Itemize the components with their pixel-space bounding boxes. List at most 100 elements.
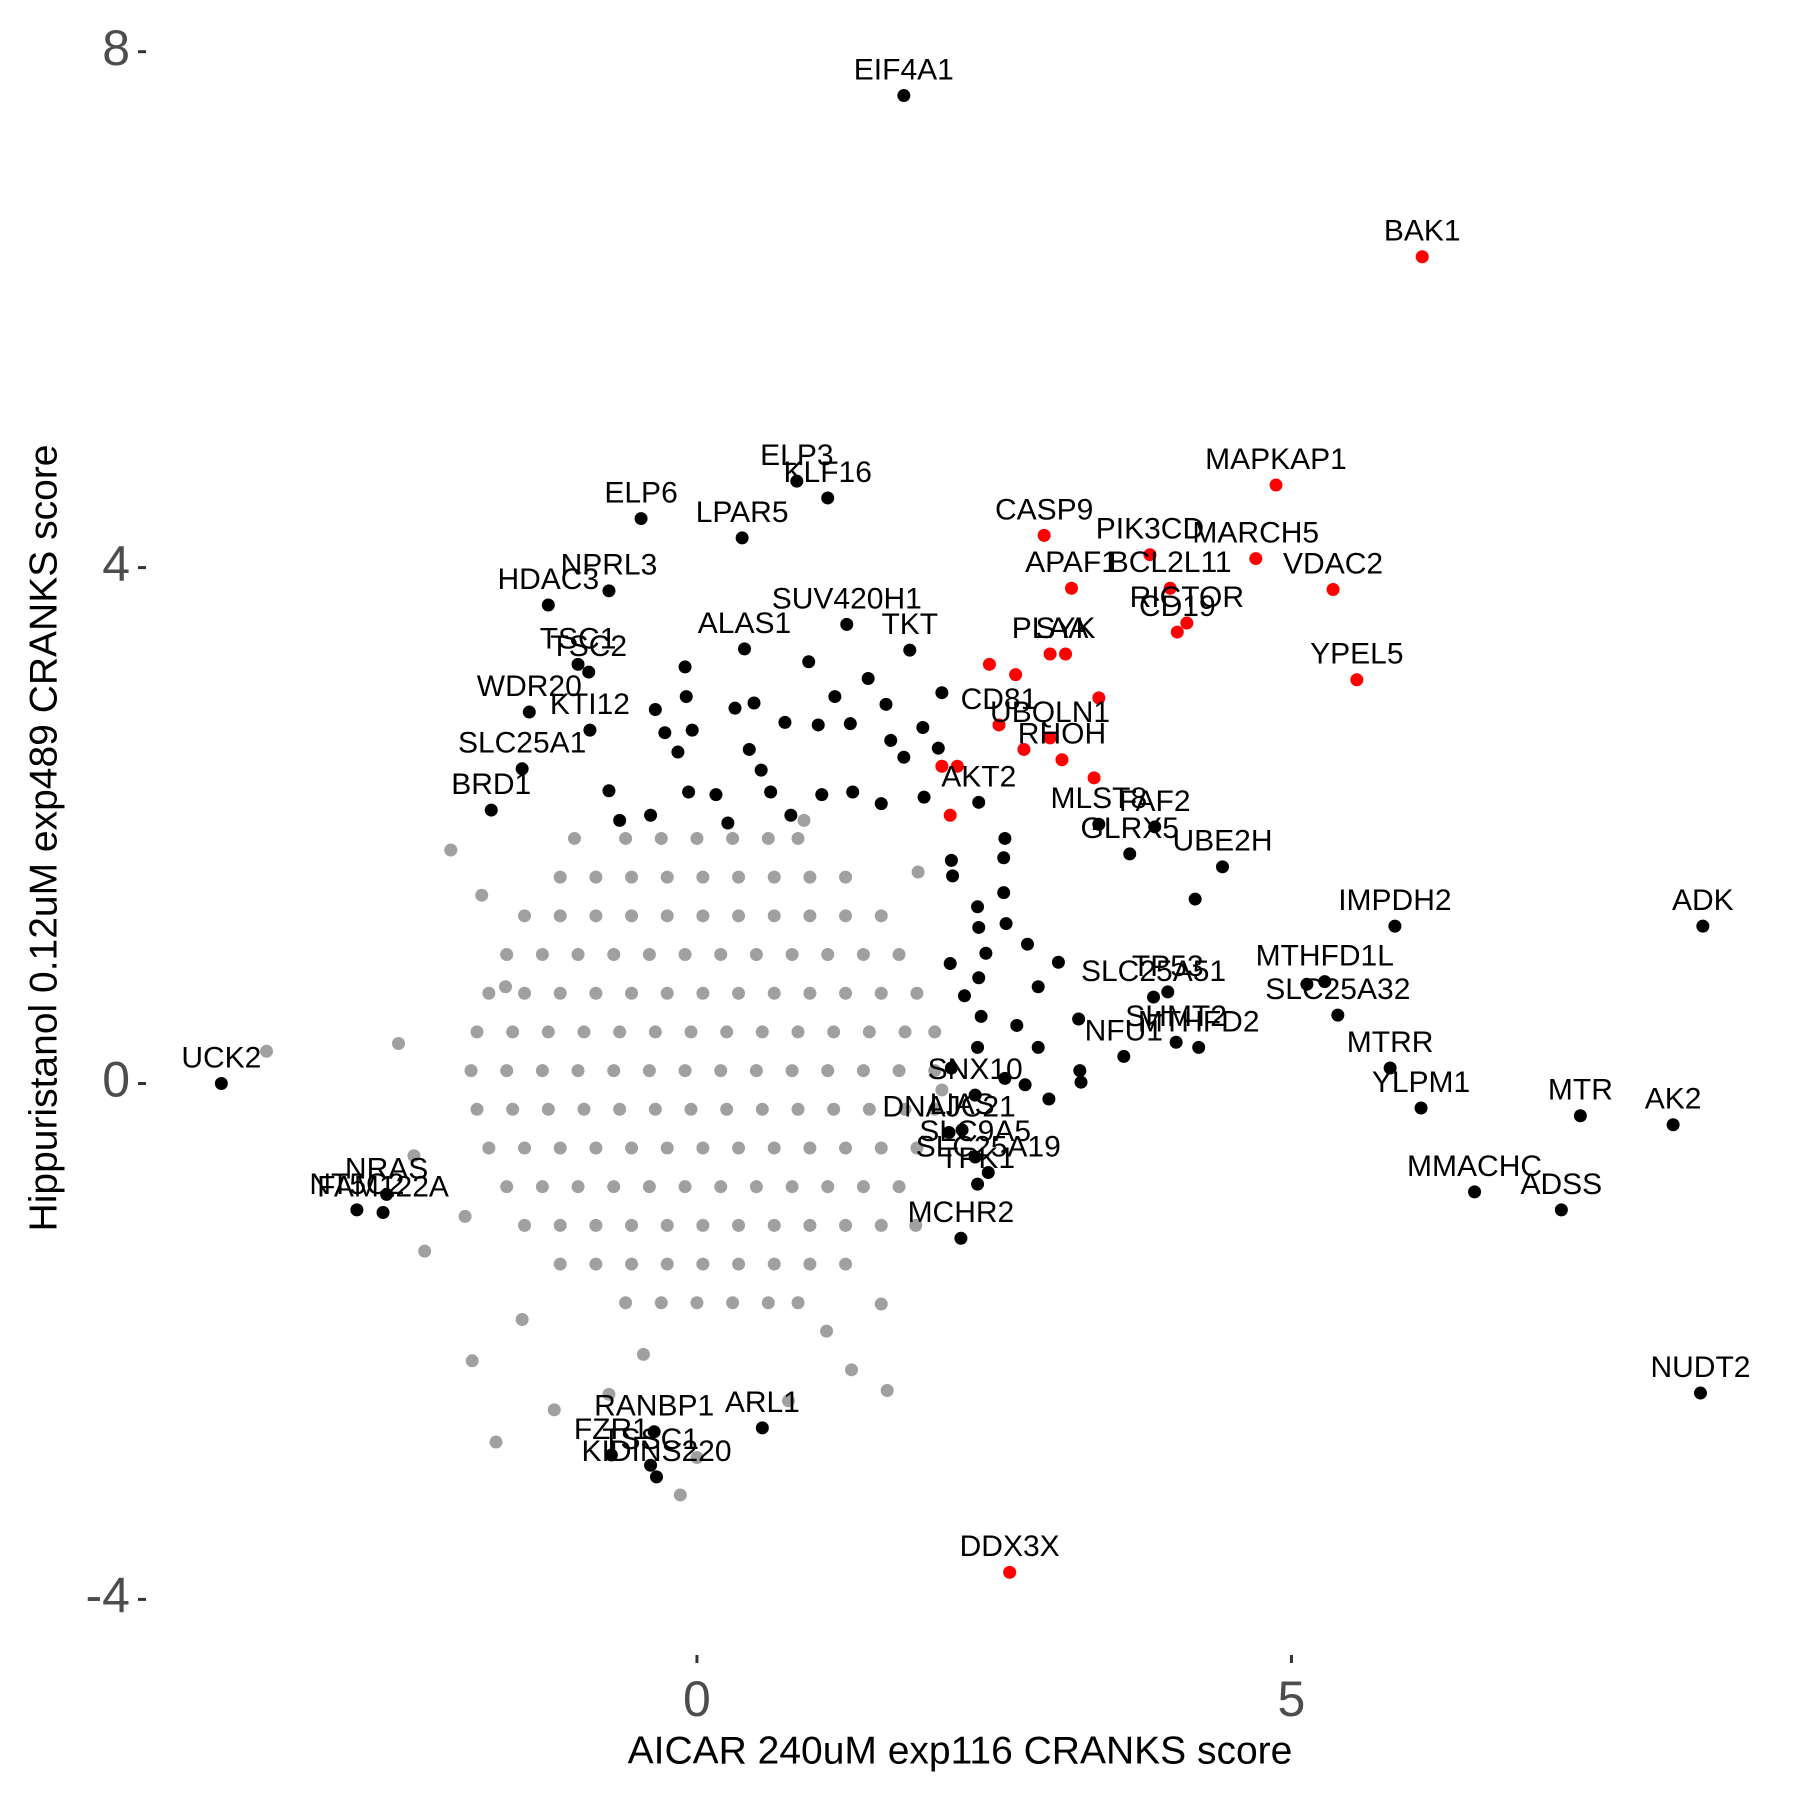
point [1215,860,1229,874]
point [418,1244,432,1258]
point [820,1324,834,1338]
point [589,986,603,1000]
point [755,1421,769,1435]
y-tick-label: 0 [102,1052,130,1108]
point [928,1025,942,1039]
point [999,917,1013,931]
point [874,1218,888,1232]
point [589,1141,603,1155]
point [916,721,930,735]
point-label: BRD1 [451,768,531,801]
point [589,1218,603,1232]
point [1017,742,1031,756]
point [654,831,668,845]
point [1143,548,1157,562]
point [696,986,710,1000]
point [644,808,658,822]
point [475,888,489,902]
point [749,1180,763,1194]
point [815,788,829,802]
point [839,909,853,923]
point [981,1165,995,1179]
point [1414,1101,1428,1115]
point [660,1218,674,1232]
point [803,1141,817,1155]
point [625,870,639,884]
point [470,1025,484,1039]
point [898,1025,912,1039]
point [1051,955,1065,969]
point [650,1470,664,1484]
point-label: AKT2 [941,760,1016,793]
point [742,742,756,756]
point [1043,647,1057,661]
point [518,986,532,1000]
point [642,948,656,962]
point [613,1102,627,1116]
point [625,909,639,923]
point [785,948,799,962]
point-label: FAF2 [1119,785,1191,818]
point [684,1025,698,1039]
point [839,1218,853,1232]
point-label: FZR1 [574,1413,649,1446]
point [828,690,842,704]
point-label: NT5C2 [309,1168,404,1201]
point [1092,691,1106,705]
point-label: UCK2 [181,1041,261,1074]
point [791,1296,805,1310]
point [803,870,817,884]
point [583,723,597,737]
point [755,1102,769,1116]
point [761,1296,775,1310]
point [607,948,621,962]
point [720,1025,734,1039]
point [625,1257,639,1271]
point [784,808,798,822]
point-label: SLC25A19 [916,1130,1061,1163]
point [1696,919,1710,933]
point-label: MTR [1548,1074,1613,1107]
point [1087,771,1101,785]
point [647,1425,661,1439]
point [350,1203,364,1217]
point [803,1257,817,1271]
point-label: PLAA [1012,612,1089,645]
point [935,1083,949,1097]
point [732,1257,746,1271]
point-label: KIDINS220 [581,1435,731,1468]
point [861,672,875,686]
point-label: KTI12 [550,688,630,721]
point [654,1296,668,1310]
point [506,1102,520,1116]
point [684,1102,698,1116]
point [376,1205,390,1219]
point [696,909,710,923]
point [1161,985,1175,999]
point [644,1458,658,1472]
point [1003,1565,1017,1579]
point [571,1180,585,1194]
point [602,1387,616,1401]
point-label: SLC25A1 [458,727,586,760]
point [749,1064,763,1078]
point [843,717,857,731]
point-label: ADSS [1521,1168,1603,1201]
point [738,642,752,656]
point [803,1218,817,1232]
point [935,686,949,700]
point [811,718,825,732]
point [625,1141,639,1155]
point-label: SUV420H1 [772,582,922,615]
point [464,1064,478,1078]
point [998,1071,1012,1085]
point [482,1141,496,1155]
point [856,1064,870,1078]
point [571,1064,585,1078]
point [535,1064,549,1078]
point-label: CD81 [961,683,1038,716]
point [821,1064,835,1078]
point [968,1150,982,1164]
point-label: TSSC1 [602,1423,699,1456]
point [660,909,674,923]
